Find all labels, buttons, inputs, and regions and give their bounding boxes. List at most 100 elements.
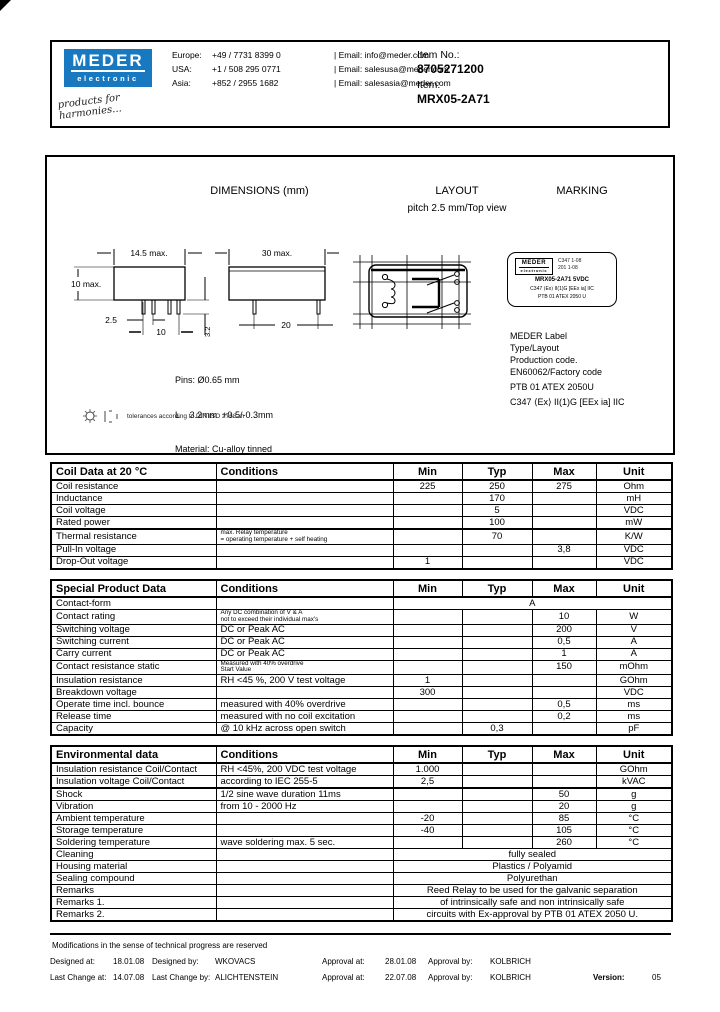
footer-note: Modifications in the sense of technical … [52,941,268,950]
row-min-cell [392,609,463,625]
row-typ-cell [461,623,533,637]
row-max-cell: 260 [531,836,597,849]
table-title: Coil Data at 20 °C [50,462,217,481]
row-name-cell: Inductance [50,492,217,505]
pin-notes: Pins: Ø0.65 mm L 3.2mm +0.5/-0.3mm Mater… [175,352,273,479]
table-row: Ambient temperature -20 85 °C [50,812,673,825]
row-unit-cell: Ohm [595,479,673,493]
row-condition-cell: DC or Peak AC [215,647,394,661]
row-name-cell: Insulation resistance [50,674,217,688]
approval-by-2-label: Approval by: [428,973,473,982]
column-header-conditions: Conditions [215,579,394,598]
column-header-max: Max [531,745,597,764]
row-max-cell: 200 [531,623,597,637]
row-span-value-cell: fully sealed [392,848,673,861]
table-row: Contact resistance static Measured with 4… [50,659,673,676]
row-max-cell: 50 [531,787,597,801]
contact-email[interactable]: | Email: salesasia@meder.com [334,78,451,88]
drawing-section: DIMENSIONS (mm) LAYOUT pitch 2.5 mm/Top … [45,155,675,455]
row-name-cell: Sealing compound [50,872,217,885]
row-typ-cell [461,647,533,661]
table-row: Coil resistance 225 250 275 Ohm [50,479,673,493]
approval-by-value: KOLBRICH [490,957,531,966]
row-unit-cell: °C [595,836,673,849]
tolerance-text: tolerances according to DIN ISO 2768-m [127,412,245,420]
contact-email[interactable]: | Email: info@meder.com [334,50,429,60]
approval-at-2-label: Approval at: [322,973,365,982]
row-typ-cell [461,787,533,801]
legend-line: MEDER Label [510,331,568,341]
last-change-by-value: ALICHTENSTEIN [215,973,279,982]
table-row: Soldering temperature wave soldering max.… [50,836,673,849]
row-unit-cell: mOhm [595,659,673,676]
row-min-cell [392,543,463,557]
row-typ-cell: 5 [461,504,533,517]
row-typ-cell: 70 [461,528,533,545]
row-unit-cell: VDC [595,543,673,557]
row-name-cell: Insulation resistance Coil/Contact [50,762,217,776]
table-header-row: Environmental data Conditions Min Typ Max Uni… [50,745,673,764]
dim-label-body-height: 10 max. [71,279,101,289]
row-typ-cell [461,659,533,676]
column-header-min: Min [392,462,463,481]
table-title: Environmental data [50,745,217,764]
row-max-cell: 20 [531,800,597,813]
row-typ-cell: 0,3 [461,722,533,736]
row-min-cell [392,504,463,517]
row-min-cell [392,492,463,505]
row-condition-cell [215,516,394,530]
row-min-cell [392,698,463,712]
dimensions-title: DIMENSIONS (mm) [210,185,309,197]
row-typ-cell [461,762,533,776]
header: MEDER electronic products for harmonies.… [50,40,670,128]
row-condition-cell [215,492,394,505]
row-span-value-cell: A [392,596,673,610]
row-name-cell: Remarks 2. [50,908,217,922]
designed-by-value: WKOVACS [215,957,256,966]
row-typ-cell [461,686,533,700]
row-name-cell: Drop-Out voltage [50,555,217,570]
designed-by-label: Designed by: [152,957,199,966]
approval-at-value: 28.01.08 [385,957,417,966]
row-max-cell: 1 [531,647,597,661]
data-table: Special Product Data Conditions Min Typ Max U… [50,579,673,737]
row-name-cell: Storage temperature [50,824,217,837]
data-table: Environmental data Conditions Min Typ Max Uni… [50,745,673,922]
dim-label-pin-pitch: 2.5 [105,315,117,325]
row-min-cell [392,528,463,545]
approval-at-2-value: 22.07.08 [385,973,417,982]
row-max-cell: 0,2 [531,710,597,724]
legend-line: PTB 01 ATEX 2050U [510,382,594,392]
row-condition-cell [215,596,394,610]
logo-word-electronic: electronic [77,74,139,83]
row-name-cell: Breakdown voltage [50,686,217,700]
item-no-value: 8705271200 [417,62,484,76]
table-row: Insulation voltage Coil/Contact according… [50,775,673,789]
row-typ-cell: 250 [461,479,533,493]
row-typ-cell [461,635,533,649]
note-line: L 3.2mm +0.5/-0.3mm [175,409,273,420]
row-unit-cell: kVAC [595,775,673,789]
column-header-conditions: Conditions [215,745,394,764]
row-name-cell: Switching voltage [50,623,217,637]
row-name-cell: Switching current [50,635,217,649]
column-header-conditions: Conditions [215,462,394,481]
row-name-cell: Ambient temperature [50,812,217,825]
table-row: Insulation resistance RH <45 %, 200 V tes… [50,674,673,688]
row-unit-cell: V [595,623,673,637]
row-unit-cell: GOhm [595,762,673,776]
row-unit-cell: VDC [595,555,673,570]
row-name-cell: Capacity [50,722,217,736]
contact-region: Europe: [172,50,202,60]
logo-underline [71,70,145,72]
logo-word-meder: MEDER [72,51,144,70]
row-max-cell [531,504,597,517]
contact-email[interactable]: | Email: salesusa@meder.com [334,64,449,74]
row-condition-cell: wave soldering max. 5 sec. [215,836,394,849]
row-min-cell: 1 [392,674,463,688]
row-max-cell [531,516,597,530]
contact-region: Asia: [172,78,191,88]
column-header-typ: Typ [461,579,533,598]
version-value: 05 [652,973,661,982]
